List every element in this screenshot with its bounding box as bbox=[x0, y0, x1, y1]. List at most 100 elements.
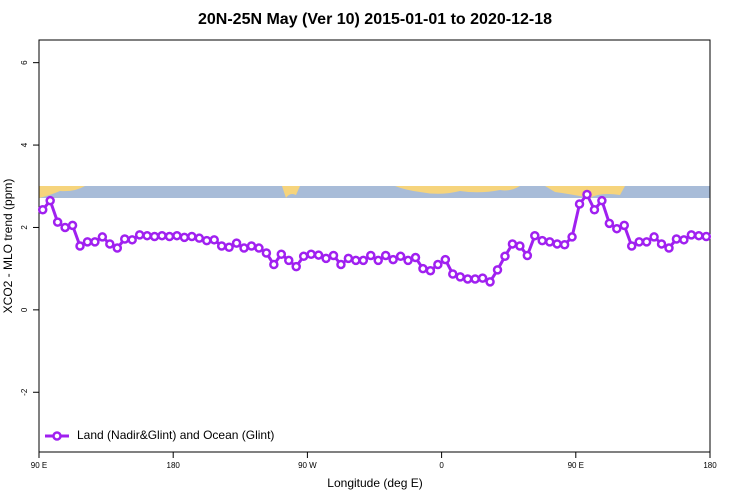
y-tick-label: 4 bbox=[20, 142, 29, 147]
data-point bbox=[544, 237, 555, 247]
data-point bbox=[134, 230, 145, 240]
data-point bbox=[448, 269, 458, 279]
map-strip bbox=[39, 186, 710, 198]
data-point bbox=[477, 273, 488, 283]
data-point bbox=[187, 231, 197, 242]
data-point bbox=[410, 252, 421, 263]
data-point bbox=[701, 231, 712, 242]
data-point bbox=[567, 232, 577, 242]
data-point bbox=[239, 243, 249, 253]
data-point bbox=[455, 272, 465, 282]
data-point bbox=[105, 239, 115, 249]
x-tick-label: 90 W bbox=[298, 461, 317, 470]
data-point bbox=[485, 277, 495, 287]
x-tick-label: 180 bbox=[703, 461, 717, 470]
data-point bbox=[358, 255, 369, 266]
data-point bbox=[60, 222, 70, 233]
data-point bbox=[351, 255, 361, 266]
data-point bbox=[328, 250, 339, 261]
data-point bbox=[276, 249, 287, 259]
data-point bbox=[157, 230, 167, 241]
data-point bbox=[656, 239, 667, 249]
data-point bbox=[179, 232, 190, 243]
data-point bbox=[209, 235, 219, 245]
data-point bbox=[515, 241, 525, 251]
data-point bbox=[298, 251, 309, 262]
data-point bbox=[269, 259, 279, 270]
data-point bbox=[403, 255, 413, 266]
data-point bbox=[470, 274, 480, 284]
data-point bbox=[75, 241, 85, 251]
x-tick-label: 90 E bbox=[31, 461, 47, 470]
data-point bbox=[537, 235, 547, 246]
plot-frame bbox=[38, 39, 711, 453]
data-point bbox=[82, 237, 93, 247]
data-point bbox=[373, 255, 383, 266]
data-point bbox=[530, 230, 540, 241]
data-point bbox=[97, 232, 108, 242]
data-point bbox=[52, 217, 63, 227]
data-point bbox=[231, 238, 242, 248]
data-point bbox=[112, 243, 123, 253]
data-point bbox=[127, 235, 137, 245]
x-axis-label: Longitude (deg E) bbox=[327, 476, 422, 490]
legend-marker bbox=[52, 431, 62, 441]
data-point bbox=[626, 241, 637, 251]
data-point bbox=[440, 254, 451, 265]
data-point bbox=[37, 204, 48, 215]
x-tick-label: 90 E bbox=[568, 461, 584, 470]
data-point bbox=[366, 250, 376, 261]
chart-title: 20N-25N May (Ver 10) 2015-01-01 to 2020-… bbox=[198, 11, 552, 28]
data-point bbox=[679, 235, 689, 245]
data-point bbox=[246, 241, 257, 251]
data-point bbox=[254, 243, 264, 253]
data-point bbox=[194, 233, 205, 243]
data-point bbox=[612, 223, 622, 234]
data-point bbox=[380, 250, 391, 261]
data-point bbox=[149, 231, 160, 242]
data-point bbox=[559, 240, 570, 250]
data-point bbox=[507, 239, 518, 249]
data-point bbox=[462, 274, 473, 284]
data-point bbox=[216, 241, 227, 251]
data-point bbox=[552, 239, 562, 249]
data-point bbox=[619, 220, 630, 231]
data-point bbox=[500, 251, 510, 262]
data-point bbox=[321, 253, 331, 264]
data-point bbox=[589, 204, 600, 215]
y-tick-label: 2 bbox=[20, 225, 29, 230]
y-tick-label: 0 bbox=[20, 307, 29, 312]
data-point bbox=[418, 263, 428, 274]
data-point bbox=[172, 230, 182, 241]
data-point bbox=[224, 242, 234, 252]
legend-label: Land (Nadir&Glint) and Ocean (Glint) bbox=[77, 428, 274, 442]
data-point bbox=[574, 199, 585, 209]
data-point bbox=[388, 254, 398, 265]
data-point bbox=[433, 259, 443, 270]
data-point bbox=[604, 218, 615, 229]
data-point bbox=[306, 249, 316, 259]
data-point bbox=[336, 259, 346, 270]
x-tick-label: 180 bbox=[167, 461, 181, 470]
data-point bbox=[492, 265, 503, 275]
data-point bbox=[694, 230, 704, 241]
data-point bbox=[90, 237, 100, 247]
data-point bbox=[291, 261, 301, 272]
data-point bbox=[671, 234, 682, 244]
data-point bbox=[634, 237, 644, 247]
y-axis-label: XCO2 - MLO trend (ppm) bbox=[1, 179, 15, 314]
data-point bbox=[67, 220, 78, 231]
y-tick-label: -2 bbox=[20, 388, 29, 396]
data-point bbox=[261, 248, 272, 258]
data-point bbox=[313, 250, 324, 260]
data-point bbox=[395, 251, 406, 262]
data-point bbox=[664, 243, 674, 253]
data-point bbox=[686, 230, 697, 240]
x-tick-label: 0 bbox=[439, 461, 444, 470]
data-point bbox=[641, 237, 652, 247]
data-point bbox=[522, 250, 533, 261]
data-point bbox=[597, 195, 607, 206]
data-point bbox=[119, 234, 130, 244]
data-point bbox=[202, 235, 212, 246]
